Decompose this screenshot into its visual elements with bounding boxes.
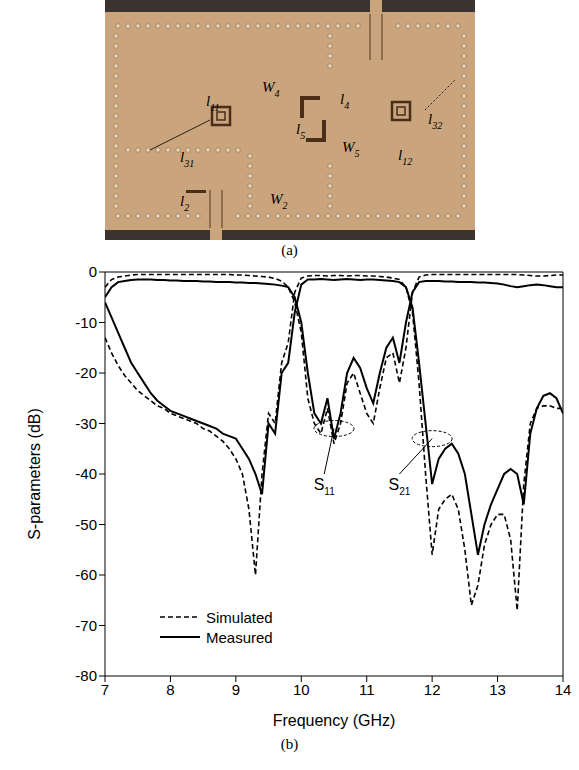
svg-text:l4: l4 <box>340 91 349 111</box>
svg-text:11: 11 <box>359 681 375 698</box>
svg-text:-20: -20 <box>75 364 97 381</box>
html-text:(b): (b) <box>280 736 299 752</box>
svg-text:9: 9 <box>232 681 240 698</box>
svg-text:12: 12 <box>424 681 441 698</box>
svg-text:-80: -80 <box>75 667 97 684</box>
svg-text:l5: l5 <box>296 121 305 141</box>
svg-text:-60: -60 <box>75 566 97 583</box>
svg-text:W5: W5 <box>342 139 360 159</box>
svg-text:-10: -10 <box>75 314 97 331</box>
html-text:Simulated: Simulated <box>206 608 273 626</box>
svg-text:l11: l11 <box>206 93 219 113</box>
svg-text:8: 8 <box>166 681 174 698</box>
svg-text:-30: -30 <box>75 415 97 432</box>
svg-text:13: 13 <box>489 681 506 698</box>
svg-text:W2: W2 <box>270 191 288 211</box>
svg-text:-50: -50 <box>75 516 97 533</box>
html-text:Measured: Measured <box>206 628 273 646</box>
svg-text:Frequency (GHz): Frequency (GHz) <box>273 712 396 729</box>
svg-text:0: 0 <box>89 263 97 280</box>
svg-text:14: 14 <box>555 681 572 698</box>
svg-text:l2: l2 <box>180 193 189 213</box>
svg-text:S11: S11 <box>314 476 335 497</box>
svg-text:l12: l12 <box>398 147 412 167</box>
svg-text:W4: W4 <box>262 79 280 99</box>
svg-text:-70: -70 <box>75 617 97 634</box>
svg-text:S21: S21 <box>389 476 411 497</box>
svg-text:7: 7 <box>101 681 109 698</box>
svg-text:l31: l31 <box>180 149 194 169</box>
svg-text:-40: -40 <box>75 465 97 482</box>
svg-text:l32: l32 <box>428 111 442 131</box>
svg-text:10: 10 <box>293 681 310 698</box>
html-text:(a): (a) <box>281 242 298 258</box>
svg-text:S-parameters (dB): S-parameters (dB) <box>26 408 43 540</box>
